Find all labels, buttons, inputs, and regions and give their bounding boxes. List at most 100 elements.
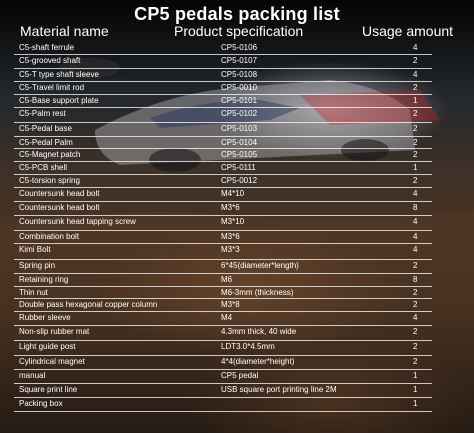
usage-amount-cell: 2 xyxy=(413,327,418,336)
material-name-cell: Retaining ring xyxy=(19,275,69,284)
material-name-cell: C5-Base support plate xyxy=(19,96,99,105)
table-row: Spring pin 6*45(diameter*length) 2 xyxy=(14,260,432,274)
material-name-cell: C5-Pedal Palm xyxy=(19,138,73,147)
usage-amount-cell: 4 xyxy=(413,245,418,254)
table-row: C5-torsion spring CP5-0012 2 xyxy=(14,175,432,188)
usage-amount-cell: 2 xyxy=(413,261,418,270)
table-row: Rubber sleeve M4 4 xyxy=(14,312,432,326)
specification-cell: M4*10 xyxy=(221,189,245,198)
column-header-material-name: Material name xyxy=(20,23,109,39)
specification-cell: CP5-0104 xyxy=(221,138,258,147)
column-header-usage-amount: Usage amount xyxy=(362,23,454,39)
table-row: C5-Palm rest CP5-0102 2 xyxy=(14,108,432,123)
table-row: Non-slip rubber mat 4.3mm thick, 40 wide 2 xyxy=(14,326,432,341)
material-name-cell: C5-shaft ferrule xyxy=(19,43,75,52)
table-row: Countersunk head tapping screw M3*10 4 xyxy=(14,216,432,231)
specification-cell: CP5-0010 xyxy=(221,83,258,92)
table-row: Combination bolt M3*6 4 xyxy=(14,231,432,244)
usage-amount-cell: 2 xyxy=(413,56,418,65)
usage-amount-cell: 2 xyxy=(413,109,418,118)
material-name-cell: Non-slip rubber mat xyxy=(19,327,90,336)
specification-cell: 4.3mm thick, 40 wide xyxy=(221,327,297,336)
specification-cell: CP5-0102 xyxy=(221,109,258,118)
table-row: C5-Pedal Palm CP5-0104 2 xyxy=(14,137,432,149)
usage-amount-cell: 2 xyxy=(413,300,418,309)
column-header-product-specification: Product specification xyxy=(174,23,304,39)
table-row: Square print line USB square port printin… xyxy=(14,384,432,398)
table-row: Packing box 1 xyxy=(14,398,432,412)
specification-cell: CP5-0103 xyxy=(221,124,258,133)
usage-amount-cell: 2 xyxy=(413,357,418,366)
usage-amount-cell: 4 xyxy=(413,189,418,198)
usage-amount-cell: 1 xyxy=(413,399,418,408)
material-name-cell: Countersunk head tapping screw xyxy=(19,217,136,226)
usage-amount-cell: 1 xyxy=(413,385,418,394)
table-row: C5-Pedal base CP5-0103 2 xyxy=(14,123,432,137)
table-row: C5-grooved shaft CP5-0107 2 xyxy=(14,55,432,69)
material-name-cell: C5-T type shaft sleeve xyxy=(19,70,99,79)
table-row: C5-Travel limit rod CP5-0010 2 xyxy=(14,82,432,95)
specification-cell: CP5-0111 xyxy=(221,163,256,172)
material-name-cell: Countersunk head bolt xyxy=(19,189,100,198)
specification-cell: 4*4(diameter*height) xyxy=(221,357,295,366)
material-name-cell: C5-Travel limit rod xyxy=(19,83,85,92)
table-row: Double pass hexagonal copper column M3*8 2 xyxy=(14,299,432,312)
usage-amount-cell: 2 xyxy=(413,150,418,159)
specification-cell: CP5-0012 xyxy=(221,176,258,185)
usage-amount-cell: 4 xyxy=(413,232,418,241)
specification-cell: M3*6 xyxy=(221,203,240,212)
specification-cell: CP5-0106 xyxy=(221,43,258,52)
usage-amount-cell: 8 xyxy=(413,275,418,284)
material-name-cell: Spring pin xyxy=(19,261,56,270)
table-row: Kimi Bolt M3*3 4 xyxy=(14,244,432,260)
specification-cell: M3*3 xyxy=(221,245,240,254)
usage-amount-cell: 4 xyxy=(413,217,418,226)
table-row: Retaining ring M6 8 xyxy=(14,274,432,287)
usage-amount-cell: 2 xyxy=(413,288,418,297)
material-name-cell: Cylindrical magnet xyxy=(19,357,85,366)
specification-cell: CP5-0105 xyxy=(221,150,258,159)
usage-amount-cell: 8 xyxy=(413,203,418,212)
specification-cell: M6-3mm (thickness) xyxy=(221,288,294,297)
material-name-cell: Thin nut xyxy=(19,288,48,297)
table-row: C5-shaft ferrule CP5-0106 4 xyxy=(14,42,432,55)
specification-cell: M3*6 xyxy=(221,232,240,241)
material-name-cell: C5-Palm rest xyxy=(19,109,66,118)
material-name-cell: Packing box xyxy=(19,399,63,408)
specification-cell: M3*10 xyxy=(221,217,245,226)
material-name-cell: Square print line xyxy=(19,385,78,394)
usage-amount-cell: 4 xyxy=(413,43,418,52)
table-row: C5-Base support plate CP5-0101 1 xyxy=(14,95,432,108)
table-row: C5-PCB shell CP5-0111 1 xyxy=(14,162,432,175)
usage-amount-cell: 1 xyxy=(413,96,418,105)
specification-cell: 6*45(diameter*length) xyxy=(221,261,299,270)
specification-cell: CP5-0107 xyxy=(221,56,258,65)
table-row: Thin nut M6-3mm (thickness) 2 xyxy=(14,287,432,299)
material-name-cell: Kimi Bolt xyxy=(19,245,51,254)
specification-cell: CP5 pedal xyxy=(221,371,259,380)
page-title: CP5 pedals packing list xyxy=(134,4,340,24)
material-name-cell: Countersunk head bolt xyxy=(19,203,100,212)
table-row: Countersunk head bolt M4*10 4 xyxy=(14,188,432,202)
table-row: Light guide post LDT3.0*4.5mm 2 xyxy=(14,341,432,356)
specification-cell: CP5-0101 xyxy=(221,96,258,105)
table-row: Cylindrical magnet 4*4(diameter*height) 2 xyxy=(14,356,432,370)
specification-cell: LDT3.0*4.5mm xyxy=(221,342,275,351)
usage-amount-cell: 4 xyxy=(413,313,418,322)
specification-cell: CP5-0108 xyxy=(221,70,258,79)
specification-cell: USB square port printing line 2M xyxy=(221,385,337,394)
material-name-cell: manual xyxy=(19,371,46,380)
material-name-cell: Combination bolt xyxy=(19,232,80,241)
table-row: C5-Magnet patch CP5-0105 2 xyxy=(14,149,432,162)
usage-amount-cell: 4 xyxy=(413,70,418,79)
material-name-cell: C5-torsion spring xyxy=(19,176,80,185)
material-name-cell: Light guide post xyxy=(19,342,76,351)
table-row: C5-T type shaft sleeve CP5-0108 4 xyxy=(14,69,432,82)
material-name-cell: C5-PCB shell xyxy=(19,163,68,172)
packing-list-table: C5-shaft ferrule CP5-0106 4 C5-grooved sha… xyxy=(14,42,432,412)
material-name-cell: Double pass hexagonal copper column xyxy=(19,300,158,309)
usage-amount-cell: 2 xyxy=(413,176,418,185)
usage-amount-cell: 1 xyxy=(413,371,418,380)
